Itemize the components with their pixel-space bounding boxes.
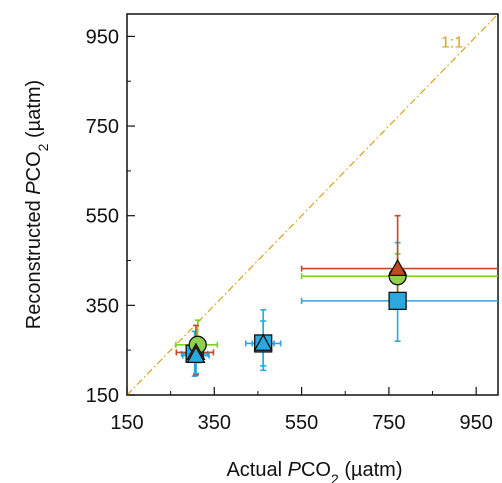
data-series xyxy=(175,214,498,377)
x-axis-title: Actual PCO2 (µatm) xyxy=(226,459,402,483)
series-0-markers xyxy=(185,291,407,363)
x-axis-ticks: 150 350 550 750 950 xyxy=(110,387,493,434)
plot-area: 1:1 xyxy=(126,13,499,396)
x-tick-label: 150 xyxy=(110,412,143,434)
reference-line-1-1 xyxy=(127,14,498,395)
series-0-square xyxy=(180,241,498,377)
y-tick-label: 350 xyxy=(86,295,119,317)
x-tick-label: 350 xyxy=(198,412,231,434)
series-1-circle xyxy=(175,253,498,364)
data-point-triangle xyxy=(186,345,206,364)
y-tick-label: 950 xyxy=(86,26,119,48)
x-tick-label: 750 xyxy=(372,412,405,434)
y-axis-title: Reconstructed PCO2 (µatm) xyxy=(23,80,51,329)
x-tick-label: 950 xyxy=(459,412,492,434)
reference-line-label: 1:1 xyxy=(441,35,463,52)
series-2-triangle xyxy=(175,214,498,376)
data-point-triangle xyxy=(253,333,273,351)
y-tick-label: 750 xyxy=(86,116,119,138)
series-2-markers xyxy=(186,258,408,360)
x-tick-label: 550 xyxy=(285,412,318,434)
data-point-triangle xyxy=(388,258,408,277)
y-tick-label: 550 xyxy=(86,206,119,228)
y-axis-ticks: 150 350 550 750 950 xyxy=(86,26,135,407)
series-3-markers xyxy=(186,333,273,364)
plot-frame xyxy=(126,13,499,396)
axis-labels: Actual PCO2 (µatm) Reconstructed PCO2 (µa… xyxy=(23,80,403,483)
y-tick-label: 150 xyxy=(86,385,119,407)
data-point-square xyxy=(388,291,407,311)
series-1-markers xyxy=(188,267,407,354)
